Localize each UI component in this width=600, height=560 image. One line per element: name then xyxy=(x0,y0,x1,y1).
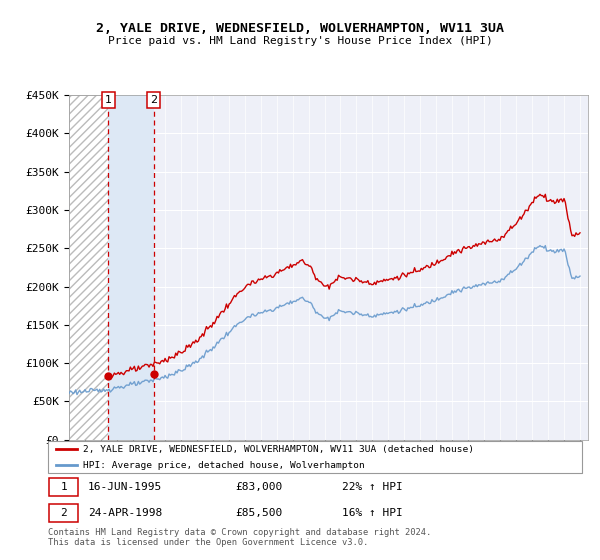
Text: 22% ↑ HPI: 22% ↑ HPI xyxy=(342,482,403,492)
Text: 16% ↑ HPI: 16% ↑ HPI xyxy=(342,508,403,518)
Text: £85,500: £85,500 xyxy=(235,508,282,518)
Bar xyxy=(108,95,154,440)
Bar xyxy=(49,478,79,496)
Text: 2, YALE DRIVE, WEDNESFIELD, WOLVERHAMPTON, WV11 3UA (detached house): 2, YALE DRIVE, WEDNESFIELD, WOLVERHAMPTO… xyxy=(83,445,474,454)
Text: 1: 1 xyxy=(105,95,112,105)
Bar xyxy=(49,504,79,522)
Text: 24-APR-1998: 24-APR-1998 xyxy=(88,508,162,518)
Text: Contains HM Land Registry data © Crown copyright and database right 2024.
This d: Contains HM Land Registry data © Crown c… xyxy=(48,528,431,547)
Text: 2, YALE DRIVE, WEDNESFIELD, WOLVERHAMPTON, WV11 3UA: 2, YALE DRIVE, WEDNESFIELD, WOLVERHAMPTO… xyxy=(96,22,504,35)
Bar xyxy=(69,95,108,440)
Text: 16-JUN-1995: 16-JUN-1995 xyxy=(88,482,162,492)
Text: HPI: Average price, detached house, Wolverhampton: HPI: Average price, detached house, Wolv… xyxy=(83,460,364,470)
Text: Price paid vs. HM Land Registry's House Price Index (HPI): Price paid vs. HM Land Registry's House … xyxy=(107,36,493,46)
Text: £83,000: £83,000 xyxy=(235,482,282,492)
Text: 2: 2 xyxy=(150,95,157,105)
Text: 2: 2 xyxy=(61,508,67,518)
Text: 1: 1 xyxy=(61,482,67,492)
